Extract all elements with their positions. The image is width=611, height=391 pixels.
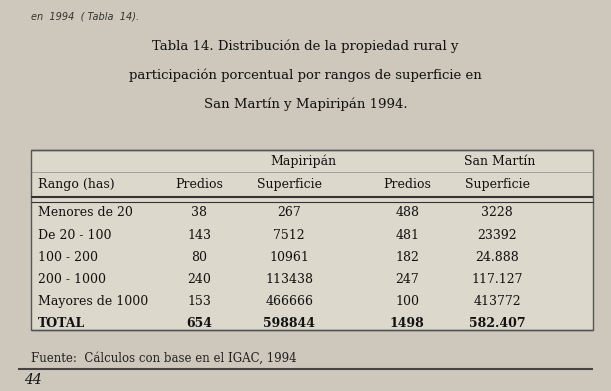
Text: 1498: 1498	[390, 317, 425, 330]
Text: Predios: Predios	[383, 178, 431, 191]
Text: 267: 267	[277, 206, 301, 219]
Text: 100: 100	[395, 295, 419, 308]
Text: 582.407: 582.407	[469, 317, 525, 330]
Text: San Martín y Mapiripán 1994.: San Martín y Mapiripán 1994.	[203, 98, 408, 111]
FancyBboxPatch shape	[31, 151, 593, 330]
Text: participación porcentual por rangos de superficie en: participación porcentual por rangos de s…	[129, 68, 482, 82]
Text: 481: 481	[395, 229, 419, 242]
Text: Rango (has): Rango (has)	[38, 178, 114, 191]
Text: 182: 182	[395, 251, 419, 264]
Text: TOTAL: TOTAL	[38, 317, 85, 330]
Text: 654: 654	[186, 317, 212, 330]
Text: 113438: 113438	[265, 273, 313, 286]
Text: Mayores de 1000: Mayores de 1000	[38, 295, 148, 308]
Text: 153: 153	[187, 295, 211, 308]
Text: Fuente:  Cálculos con base en el IGAC, 1994: Fuente: Cálculos con base en el IGAC, 19…	[31, 352, 296, 364]
Text: De 20 - 100: De 20 - 100	[38, 229, 111, 242]
Text: 117.127: 117.127	[471, 273, 523, 286]
Text: 247: 247	[395, 273, 419, 286]
Text: 44: 44	[24, 373, 42, 387]
Text: 38: 38	[191, 206, 207, 219]
Text: 24.888: 24.888	[475, 251, 519, 264]
Text: 466666: 466666	[265, 295, 313, 308]
Text: Superficie: Superficie	[464, 178, 530, 191]
Text: Predios: Predios	[175, 178, 223, 191]
Text: 10961: 10961	[269, 251, 309, 264]
Text: 200 - 1000: 200 - 1000	[38, 273, 106, 286]
Text: en  1994  ( Tabla  14).: en 1994 ( Tabla 14).	[31, 12, 139, 22]
Text: Tabla 14. Distribución de la propiedad rural y: Tabla 14. Distribución de la propiedad r…	[152, 39, 459, 52]
Text: 7512: 7512	[273, 229, 305, 242]
Text: Mapiripán: Mapiripán	[270, 154, 336, 168]
Text: 143: 143	[187, 229, 211, 242]
Text: 488: 488	[395, 206, 419, 219]
Text: Superficie: Superficie	[257, 178, 321, 191]
Text: 23392: 23392	[477, 229, 517, 242]
Text: 598844: 598844	[263, 317, 315, 330]
Text: Menores de 20: Menores de 20	[38, 206, 133, 219]
Text: 240: 240	[187, 273, 211, 286]
Text: 100 - 200: 100 - 200	[38, 251, 98, 264]
Text: 413772: 413772	[474, 295, 521, 308]
Text: 3228: 3228	[481, 206, 513, 219]
Text: San Martín: San Martín	[464, 154, 536, 168]
Text: 80: 80	[191, 251, 207, 264]
